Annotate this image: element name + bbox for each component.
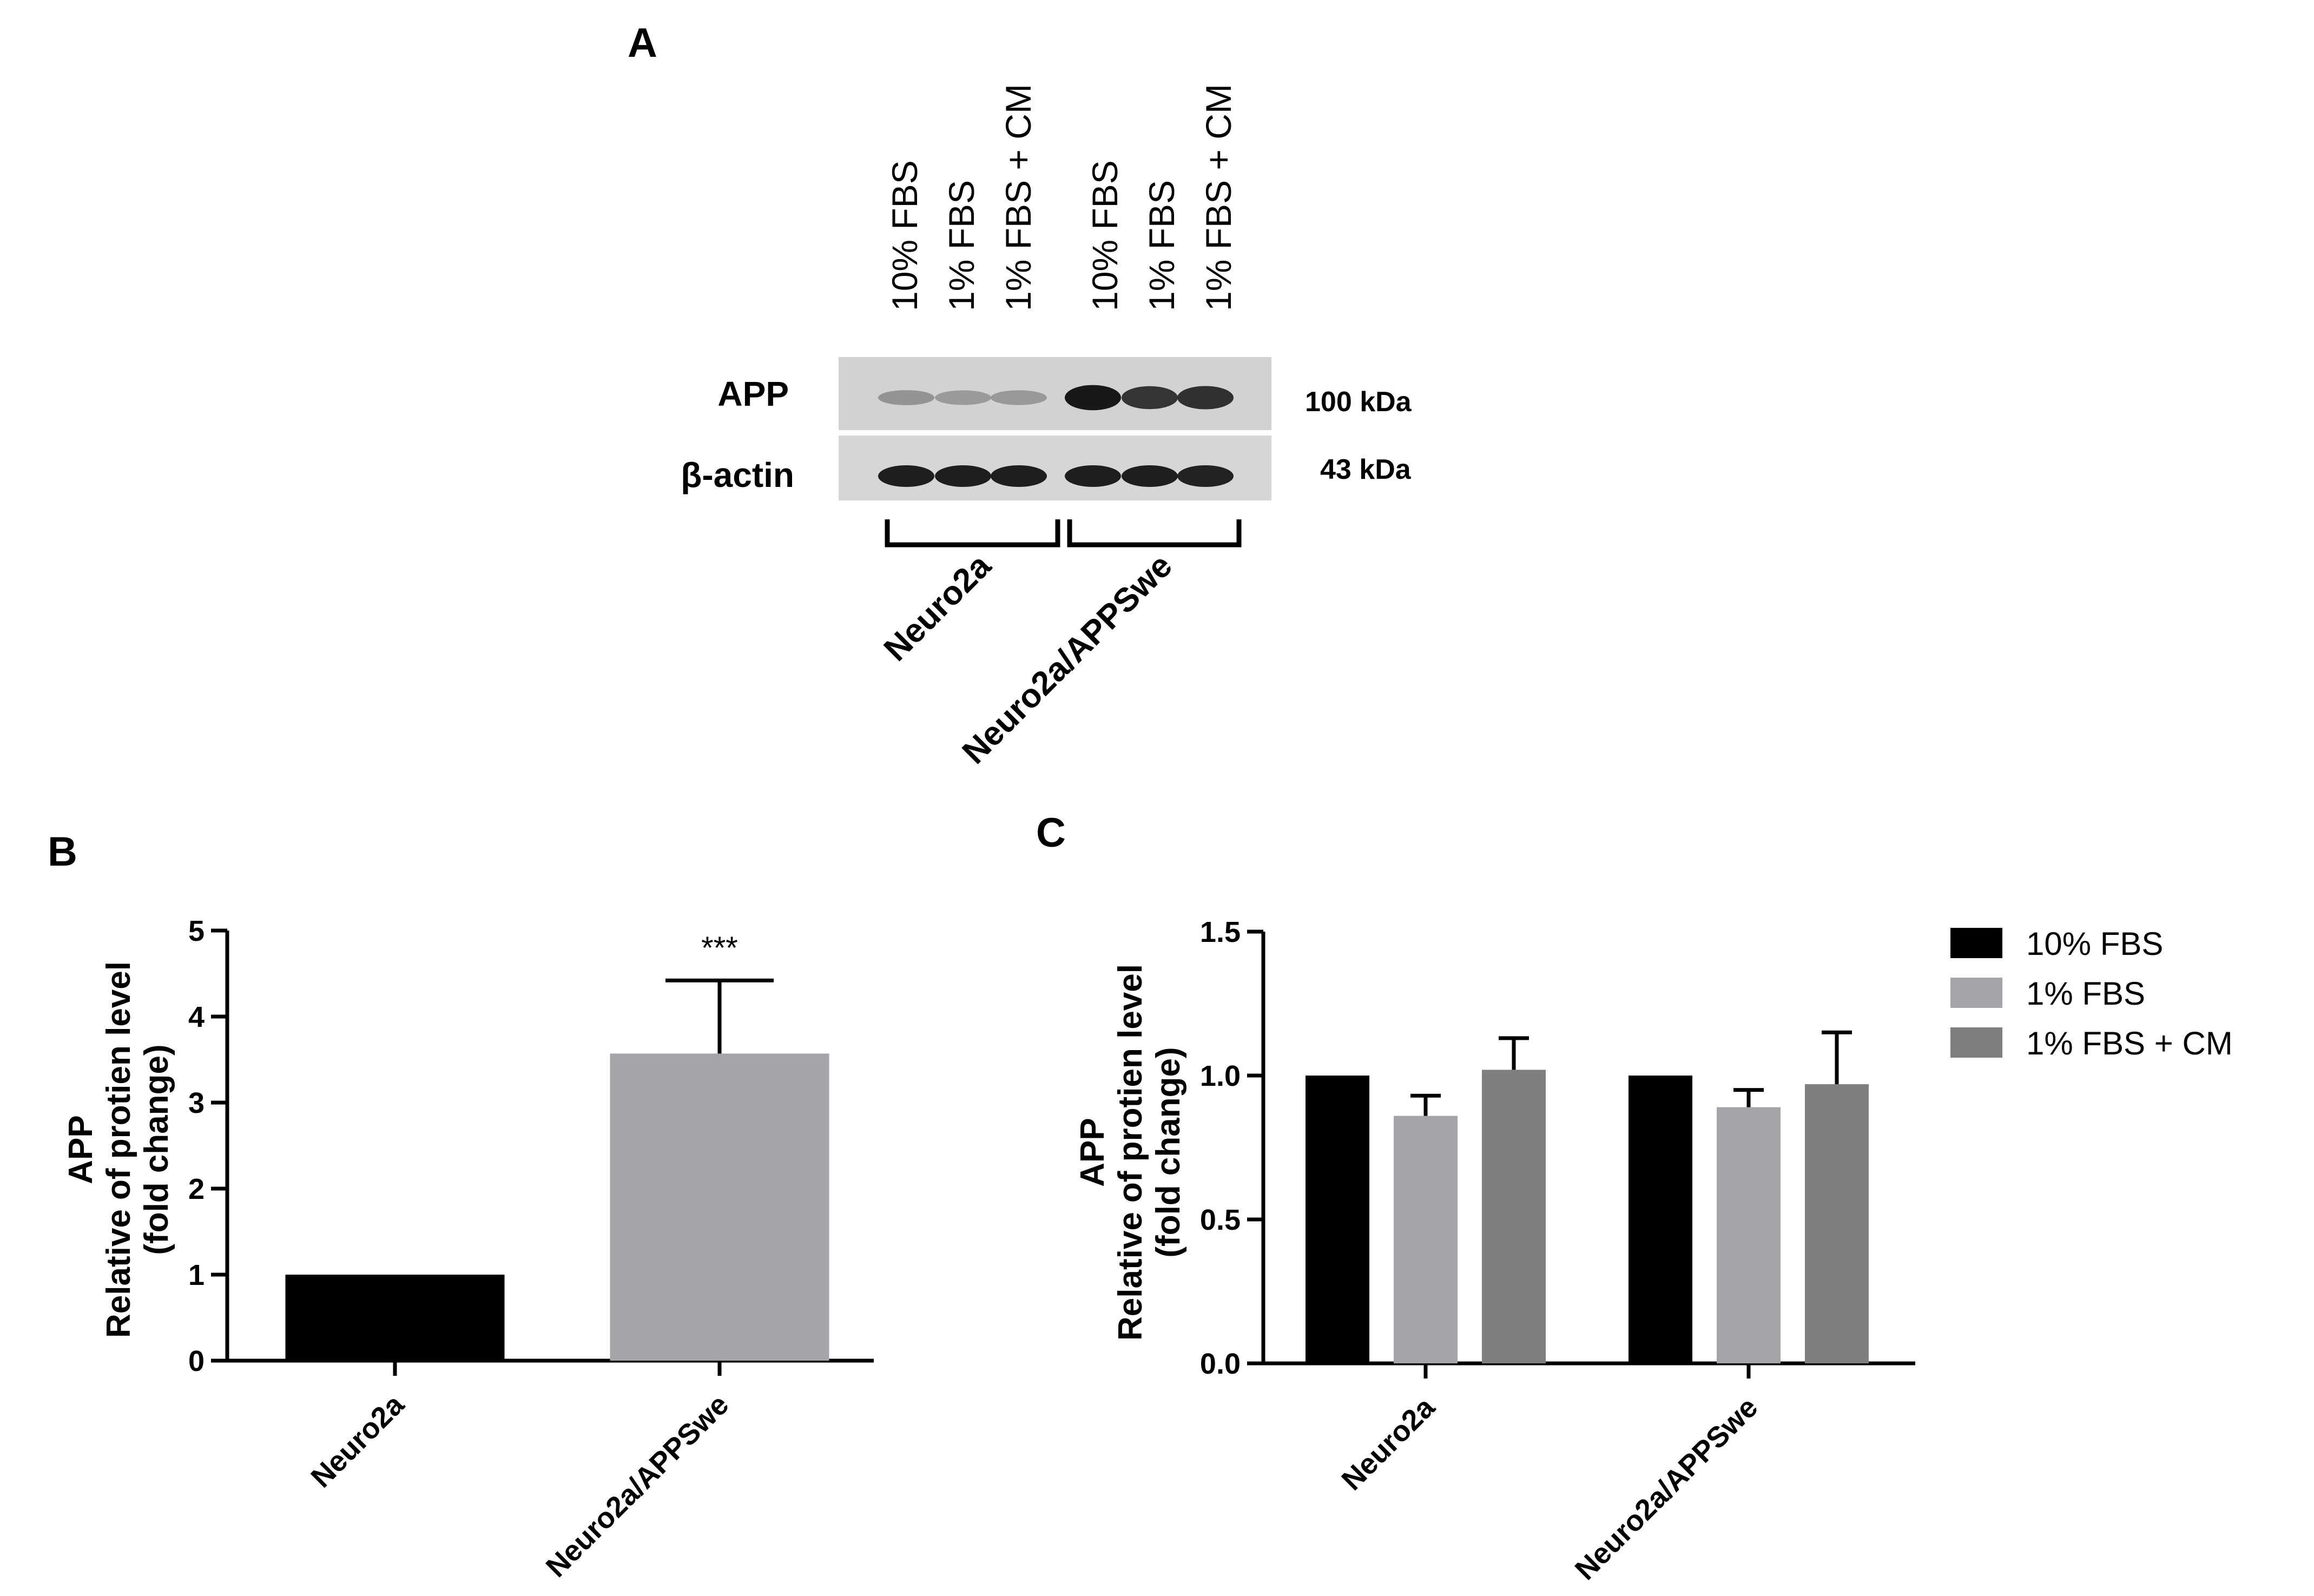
x-tick-label: Neuro2a/APPSwe (540, 1388, 735, 1584)
y-tick-label: 1 (188, 1259, 205, 1291)
chart-b: 0 1 2 3 4 5 Neuro2a *** Neuro2a/APPSwe (188, 915, 874, 1584)
bar (285, 1275, 505, 1361)
lane-label: 10% FBS (1085, 160, 1125, 311)
y-axis-label-line: Relative of protien level (1112, 964, 1149, 1341)
legend-swatch (1950, 1027, 2002, 1058)
blot-row-label-app: APP (717, 374, 789, 413)
blot-band-actin (991, 465, 1047, 487)
western-blot-bands (878, 385, 1234, 487)
blot-band-app (935, 390, 991, 405)
blot-row-label-actin: β-actin (681, 456, 794, 494)
blot-band-actin (935, 465, 991, 487)
lane-label: 1% FBS + CM (1198, 84, 1238, 311)
lane-label: 10% FBS (885, 160, 925, 311)
panel-c: C APP Relative of protien level (fold ch… (1036, 810, 2233, 1586)
bar (1629, 1076, 1692, 1363)
lane-label: 1% FBS (941, 180, 981, 311)
y-tick-label: 0.0 (1200, 1348, 1241, 1380)
bar (1306, 1076, 1369, 1363)
y-axis-label-line: Relative of protien level (100, 961, 137, 1338)
bar (1717, 1107, 1781, 1363)
panel-b: B APP Relative of protien level (fold ch… (48, 829, 874, 1584)
x-tick-label: Neuro2a (305, 1388, 411, 1494)
y-tick-label: 5 (188, 915, 205, 947)
legend-label: 10% FBS (2026, 926, 2163, 962)
group-label-neuro2a: Neuro2a (877, 547, 999, 669)
lane-label: 1% FBS (1142, 180, 1182, 311)
bar (610, 1053, 829, 1361)
bar (1482, 1070, 1546, 1363)
blot-band-app (1177, 386, 1234, 410)
y-tick-label: 0 (188, 1345, 205, 1377)
y-axis-label-line: (fold change) (138, 1044, 175, 1255)
y-axis-label-line: APP (62, 1115, 100, 1184)
significance-label: *** (701, 931, 738, 966)
lane-label: 1% FBS + CM (998, 84, 1038, 311)
bar (1394, 1116, 1458, 1363)
panel-c-letter: C (1036, 810, 1066, 856)
blot-band-app (991, 390, 1047, 405)
legend-swatch (1950, 978, 2002, 1008)
panel-b-letter: B (48, 829, 77, 875)
y-tick-label: 1.0 (1200, 1060, 1241, 1092)
x-tick-label: Neuro2a (1335, 1390, 1441, 1496)
blot-band-actin (878, 465, 934, 487)
blot-band-app (878, 390, 934, 405)
legend-label: 1% FBS (2026, 975, 2145, 1012)
blot-band-actin (1065, 465, 1121, 487)
blot-band-app (1122, 386, 1178, 410)
panel-a: A 10% FBS 1% FBS 1% FBS + CM 10% FBS 1% … (628, 20, 1412, 771)
legend-label: 1% FBS + CM (2026, 1025, 2233, 1061)
y-tick-label: 0.5 (1200, 1204, 1241, 1236)
group-bracket-neuro2a (885, 519, 1060, 548)
blot-band-actin (1177, 465, 1234, 487)
y-axis-label-line: APP (1074, 1118, 1111, 1186)
chart-c: 0.0 0.5 1.0 1.5 Neuro2a Neuro2a/APPSwe (1200, 916, 1915, 1586)
kda-label-app: 100 kDa (1305, 386, 1412, 418)
group-bracket-neuro2a-appswe (1067, 519, 1242, 548)
legend: 10% FBS 1% FBS 1% FBS + CM (1950, 926, 2233, 1061)
legend-swatch (1950, 928, 2002, 958)
y-tick-label: 2 (188, 1173, 205, 1205)
y-axis-label-line: (fold change) (1150, 1047, 1187, 1257)
blot-band-app (1065, 385, 1121, 411)
panel-a-letter: A (628, 20, 657, 66)
y-tick-label: 3 (188, 1087, 205, 1119)
x-tick-label: Neuro2a/APPSwe (1569, 1391, 1764, 1586)
bar (1805, 1084, 1869, 1363)
blot-band-actin (1122, 465, 1178, 487)
y-tick-label: 1.5 (1200, 916, 1241, 948)
kda-label-actin: 43 kDa (1320, 454, 1412, 485)
y-tick-label: 4 (188, 1001, 205, 1033)
